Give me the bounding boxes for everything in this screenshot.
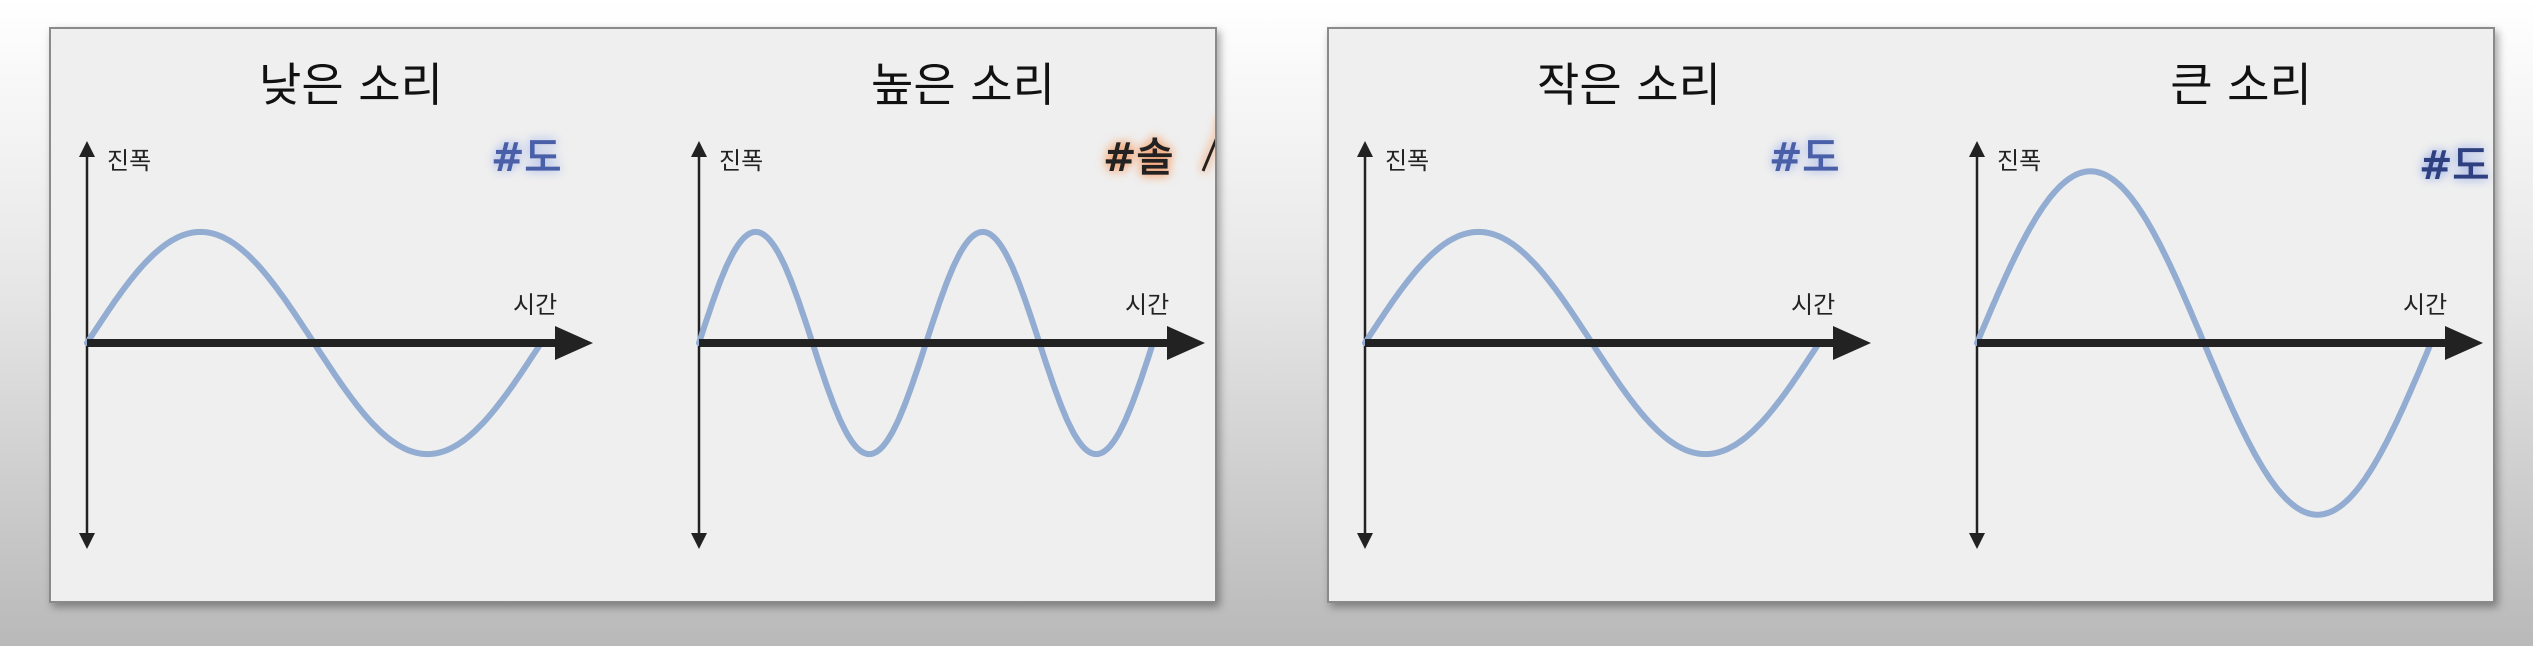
amplitude-axis-arrow-down bbox=[79, 533, 95, 549]
chart-title: 큰 소리 bbox=[2170, 58, 2312, 112]
time-axis-arrow bbox=[1833, 326, 1871, 360]
note-label: #도 bbox=[2419, 143, 2489, 189]
amplitude-label: 진폭 bbox=[107, 147, 151, 175]
note-label: #도 bbox=[491, 135, 561, 181]
chart-title: 낮은 소리 bbox=[259, 58, 443, 112]
time-axis-arrow bbox=[555, 326, 593, 360]
note-label: #솔 bbox=[1103, 135, 1173, 181]
time-label: 시간 bbox=[1125, 291, 1169, 319]
amplitude-label: 진폭 bbox=[1385, 147, 1429, 175]
amplitude-axis-arrow-down bbox=[691, 533, 707, 549]
amplitude-label: 진폭 bbox=[719, 147, 763, 175]
time-label: 시간 bbox=[513, 291, 557, 319]
pitch-up-arrow-icon bbox=[1201, 138, 1215, 172]
time-axis-arrow bbox=[1167, 326, 1205, 360]
amplitude-axis-arrow-up bbox=[691, 141, 707, 157]
chart-title: 높은 소리 bbox=[871, 58, 1055, 112]
amplitude-label: 진폭 bbox=[1997, 147, 2041, 175]
time-axis-arrow bbox=[2445, 326, 2483, 360]
amplitude-axis-arrow-down bbox=[1969, 533, 1985, 549]
amplitude-axis-arrow-up bbox=[1969, 141, 1985, 157]
time-label: 시간 bbox=[1791, 291, 1835, 319]
amplitude-axis-arrow-up bbox=[79, 141, 95, 157]
note-label: #도 bbox=[1769, 135, 1839, 181]
amplitude-axis-arrow-down bbox=[1357, 533, 1373, 549]
amplitude-axis-arrow-up bbox=[1357, 141, 1373, 157]
time-label: 시간 bbox=[2403, 291, 2447, 319]
chart-title: 작은 소리 bbox=[1537, 58, 1721, 112]
